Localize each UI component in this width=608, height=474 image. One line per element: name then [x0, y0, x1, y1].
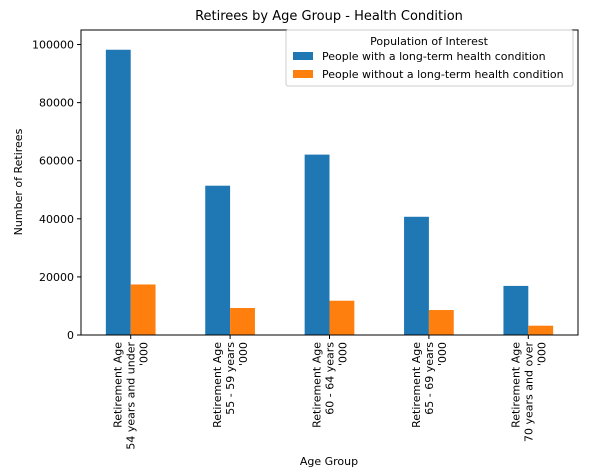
bars-group — [105, 49, 554, 335]
x-tick-label-4: Retirement Age70 years and over'000 — [509, 342, 548, 442]
x-tick-label-2: Retirement Age60 - 64 years'000 — [311, 342, 350, 428]
bar-series0-cat4 — [503, 285, 529, 335]
bar-series1-cat0 — [130, 284, 156, 335]
y-axis: 0 20000 40000 60000 80000 100000 — [32, 39, 81, 342]
x-tick-label-text-1: Retirement Age55 - 59 years'000 — [211, 342, 250, 428]
x-tick-label-line-3-2: '000 — [436, 342, 449, 366]
y-tick-label-0: 0 — [67, 329, 74, 342]
x-tick-label-line-1-1: 55 - 59 years — [224, 342, 237, 415]
bar-series1-cat1 — [230, 307, 255, 335]
x-tick-label-line-0-2: '000 — [138, 342, 151, 366]
bar-series0-cat0 — [105, 49, 131, 335]
x-tick-label-line-2-1: 60 - 64 years — [324, 342, 337, 415]
legend-swatch-without-condition — [293, 70, 313, 78]
legend-label-without-condition: People without a long-term health condit… — [322, 68, 564, 81]
y-tick-label-4: 80000 — [39, 97, 74, 110]
x-tick-label-line-3-0: Retirement Age — [410, 342, 423, 428]
legend-box — [285, 29, 574, 87]
x-tick-label-line-3-1: 65 - 69 years — [423, 342, 436, 415]
x-axis: Retirement Age54 years and under'000 Reti… — [112, 335, 548, 450]
y-tick-label-5: 100000 — [32, 39, 74, 52]
x-axis-title: Age Group — [300, 455, 358, 468]
y-axis-title: Number of Retirees — [12, 128, 25, 235]
y-tick-label-2: 40000 — [39, 213, 74, 226]
bar-series1-cat2 — [329, 300, 355, 335]
legend-title: Population of Interest — [370, 35, 488, 48]
x-tick-label-text-4: Retirement Age70 years and over'000 — [509, 342, 548, 442]
bar-series0-cat3 — [404, 216, 429, 335]
x-tick-label-line-1-2: '000 — [237, 342, 250, 366]
x-tick-label-line-1-0: Retirement Age — [211, 342, 224, 428]
x-tick-label-line-2-0: Retirement Age — [311, 342, 324, 428]
x-tick-label-text-2: Retirement Age60 - 64 years'000 — [311, 342, 350, 428]
bar-series0-cat2 — [304, 154, 330, 335]
y-tick-label-1: 20000 — [39, 271, 74, 284]
legend: Population of Interest People with a lon… — [285, 29, 574, 87]
x-tick-label-3: Retirement Age65 - 69 years'000 — [410, 342, 449, 428]
chart-title: Retirees by Age Group - Health Condition — [195, 9, 463, 24]
bar-series1-cat4 — [528, 325, 554, 335]
x-tick-label-line-2-2: '000 — [337, 342, 350, 366]
x-tick-label-line-4-0: Retirement Age — [509, 342, 522, 428]
legend-swatch-with-condition — [293, 52, 313, 60]
bar-series1-cat3 — [428, 310, 454, 335]
x-tick-label-line-0-1: 54 years and under — [125, 342, 138, 450]
bar-series0-cat1 — [205, 185, 231, 335]
x-tick-label-line-4-2: '000 — [535, 342, 548, 366]
x-tick-label-0: Retirement Age54 years and under'000 — [112, 342, 151, 450]
y-tick-label-3: 60000 — [39, 155, 74, 168]
legend-label-with-condition: People with a long-term health condition — [322, 50, 546, 63]
x-tick-label-line-4-1: 70 years and over — [522, 342, 535, 442]
x-tick-label-1: Retirement Age55 - 59 years'000 — [211, 342, 250, 428]
x-tick-label-text-0: Retirement Age54 years and under'000 — [112, 342, 151, 450]
x-tick-label-line-0-0: Retirement Age — [112, 342, 125, 428]
x-tick-label-text-3: Retirement Age65 - 69 years'000 — [410, 342, 449, 428]
